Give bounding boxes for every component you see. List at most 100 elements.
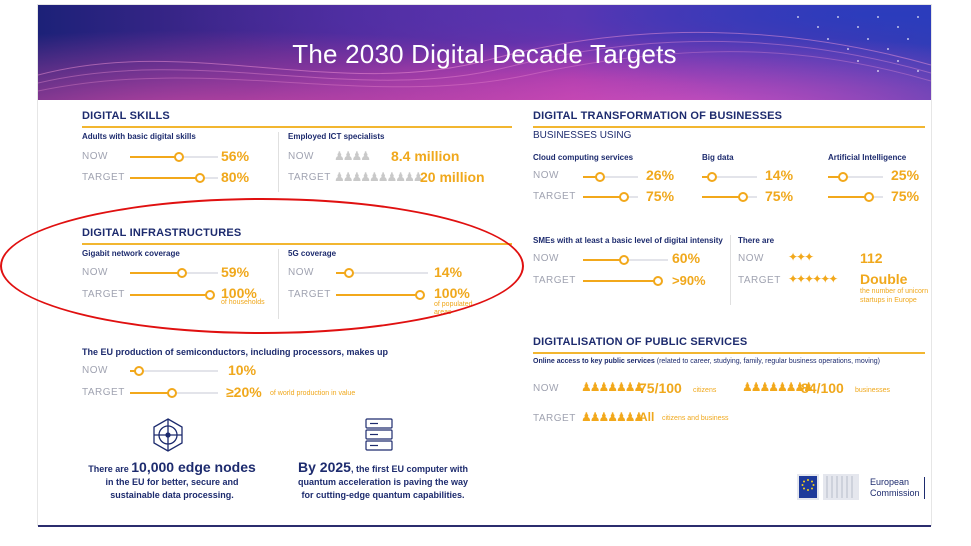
infographic: The 2030 Digital Decade Targets DIGITAL …: [38, 5, 931, 525]
unicorns-label: There are: [738, 236, 775, 245]
quantum-text: By 2025, the first EU computer with quan…: [283, 459, 483, 502]
now-label: NOW: [533, 170, 559, 181]
target-label: TARGET: [82, 172, 125, 183]
semis-now-value: 10%: [228, 362, 257, 378]
ict-label: Employed ICT specialists: [288, 132, 385, 141]
public-services-label-bold: Online access to key public services: [533, 358, 655, 365]
semis-target-note: of world production in value: [270, 390, 356, 397]
cloud-target-bar: [583, 192, 638, 202]
ec-line1: European: [870, 477, 910, 487]
quantum-line1: , the first EU computer with: [350, 464, 468, 474]
public-services-label: Online access to key public services (re…: [533, 358, 880, 365]
ict-now-value: 8.4 million: [391, 148, 460, 164]
businesses-icon: ♟♟♟♟♟♟♟♟: [742, 380, 814, 394]
semis-target-bar: [130, 388, 218, 398]
now-label: NOW: [82, 365, 108, 376]
target-label: TARGET: [82, 387, 125, 398]
bigdata-target-value: 75%: [765, 188, 794, 204]
ec-line2: Commission: [870, 488, 920, 498]
quantum-line3: for cutting-edge quantum capabilities.: [301, 490, 465, 500]
quantum-line2: quantum acceleration is paving the way: [297, 477, 469, 487]
server-icon: [365, 418, 393, 451]
semis-now-bar: [130, 366, 218, 376]
all-icon: ♟♟♟♟♟♟♟: [581, 410, 644, 424]
business-value: 84/100: [801, 380, 844, 396]
bigdata-label: Big data: [702, 153, 734, 162]
businesses-heading: DIGITAL TRANSFORMATION OF BUSINESSES: [533, 110, 783, 122]
network-icon: [153, 418, 183, 452]
ict-target-value: 20 million: [420, 169, 485, 185]
businesses-sub: BUSINESSES USING: [533, 130, 632, 141]
quantum-highlight: By 2025: [298, 459, 351, 475]
smes-target-value: >90%: [672, 273, 706, 288]
basic-now-value: 56%: [221, 148, 250, 164]
basic-target-value: 80%: [221, 169, 250, 185]
cloud-now-bar: [583, 172, 638, 182]
ec-logo-icon: [797, 474, 859, 500]
edge-prefix: There are: [88, 464, 129, 474]
header-banner: The 2030 Digital Decade Targets: [38, 5, 931, 100]
bigdata-now-value: 14%: [765, 167, 794, 183]
section-rule: [82, 126, 512, 128]
target-label: TARGET: [738, 275, 781, 286]
now-label: NOW: [533, 383, 559, 394]
section-rule: [533, 126, 925, 128]
cloud-now-value: 26%: [646, 167, 675, 183]
target-label: TARGET: [288, 172, 331, 183]
highlight-circle: [0, 198, 524, 334]
divider: [924, 477, 925, 499]
bottom-rule: [38, 525, 931, 527]
public-services-label-rest: (related to career, studying, family, re…: [654, 358, 880, 365]
citizens-value: 75/100: [639, 380, 682, 396]
ai-now-value: 25%: [891, 167, 920, 183]
smes-now-bar: [583, 255, 668, 265]
ai-target-bar: [828, 192, 883, 202]
now-label: NOW: [738, 253, 764, 264]
target-label: TARGET: [533, 191, 576, 202]
now-label: NOW: [288, 151, 314, 162]
unicorns-note-2: startups in Europe: [860, 297, 917, 304]
unicorn-icon: ✦✦✦: [788, 250, 814, 264]
wave-decoration: [38, 16, 931, 92]
cloud-label: Cloud computing services: [533, 153, 634, 162]
now-label: NOW: [533, 253, 559, 264]
digital-skills-heading: DIGITAL SKILLS: [82, 110, 170, 122]
unicorn-icon: ✦✦✦✦✦✦: [788, 272, 838, 286]
unicorns-note-1: the number of unicorn: [860, 288, 929, 295]
business-word: businesses: [855, 387, 891, 394]
citizens-icon: ♟♟♟♟♟♟♟: [581, 380, 644, 394]
target-value: All: [639, 410, 655, 424]
section-rule: [533, 352, 925, 354]
smes-label: SMEs with at least a basic level of digi…: [533, 236, 723, 245]
edge-nodes-text: There are 10,000 edge nodes in the EU fo…: [82, 459, 262, 502]
basic-now-bar: [130, 152, 218, 162]
basic-skills-label: Adults with basic digital skills: [82, 132, 196, 141]
bigdata-now-bar: [702, 172, 757, 182]
ec-logo-text: European Commission: [870, 477, 920, 499]
basic-target-bar: [130, 173, 218, 183]
target-note: citizens and business: [662, 415, 729, 422]
target-label: TARGET: [533, 413, 576, 424]
edge-line2: in the EU for better, secure and: [105, 477, 239, 487]
public-services-heading: DIGITALISATION OF PUBLIC SERVICES: [533, 336, 748, 348]
people-icon: ♟♟♟♟: [334, 149, 371, 163]
semis-target-value: ≥20%: [226, 384, 262, 400]
bigdata-target-bar: [702, 192, 757, 202]
ai-now-bar: [828, 172, 883, 182]
semiconductors-label: The EU production of semiconductors, inc…: [82, 347, 389, 357]
page-title: The 2030 Digital Decade Targets: [292, 39, 677, 69]
ai-target-value: 75%: [891, 188, 920, 204]
cloud-target-value: 75%: [646, 188, 675, 204]
smes-now-value: 60%: [672, 250, 701, 266]
divider: [730, 235, 731, 305]
edge-highlight: 10,000 edge nodes: [131, 459, 256, 475]
citizens-word: citizens: [693, 387, 717, 394]
unicorns-target-value: Double: [860, 271, 908, 287]
smes-target-bar: [583, 276, 663, 286]
target-label: TARGET: [533, 275, 576, 286]
unicorns-now-value: 112: [860, 250, 883, 266]
people-icon: ♟♟♟♟♟♟♟♟♟♟: [334, 170, 424, 184]
now-label: NOW: [82, 151, 108, 162]
divider: [278, 132, 279, 192]
ai-label: Artificial Intelligence: [828, 153, 907, 162]
